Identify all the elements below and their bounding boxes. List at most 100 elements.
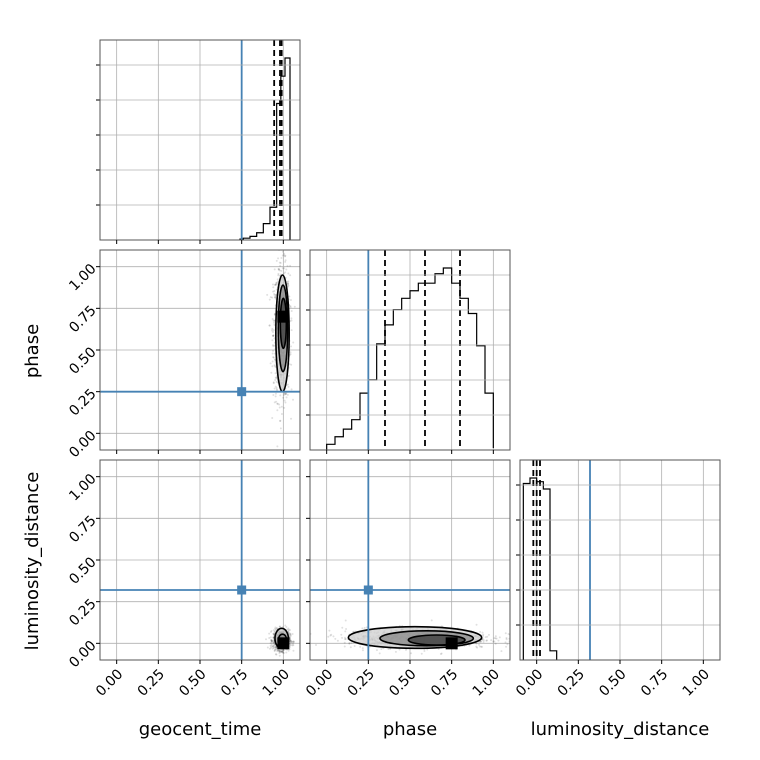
sample-point xyxy=(279,264,282,267)
x-axis-label-luminosity-distance: luminosity_distance xyxy=(531,719,710,740)
sample-point xyxy=(289,641,292,644)
sample-point xyxy=(285,651,288,654)
sample-point xyxy=(277,257,280,260)
sample-point xyxy=(266,293,269,296)
sample-point xyxy=(290,317,293,320)
sample-point xyxy=(272,632,275,635)
truth-marker xyxy=(237,387,247,397)
sample-point xyxy=(273,313,276,316)
sample-point xyxy=(272,636,275,639)
x-tick-label: 0.00 xyxy=(93,666,126,699)
sample-point xyxy=(514,638,516,640)
sample-point xyxy=(286,280,289,283)
sample-point xyxy=(285,268,288,271)
panel-content xyxy=(326,250,494,450)
sample-point xyxy=(286,285,289,288)
x-tick-label: 0.75 xyxy=(218,666,251,699)
sample-point xyxy=(278,650,281,653)
sample-point xyxy=(476,646,479,649)
sample-point xyxy=(332,635,335,638)
sample-point xyxy=(273,364,276,367)
sample-point xyxy=(280,413,283,416)
sample-point xyxy=(288,631,291,634)
sample-point xyxy=(288,634,291,637)
sample-point xyxy=(271,417,274,420)
sample-point xyxy=(273,631,276,634)
sample-point xyxy=(284,260,287,263)
sample-point xyxy=(274,283,277,286)
sample-point xyxy=(273,268,276,271)
sample-point xyxy=(287,284,290,287)
sample-point xyxy=(293,305,296,308)
sample-point xyxy=(500,650,503,653)
sample-point xyxy=(286,393,289,396)
sample-point xyxy=(479,630,482,633)
sample-point xyxy=(273,649,276,652)
sample-point xyxy=(274,378,277,381)
sample-point xyxy=(274,628,277,631)
sample-point xyxy=(278,654,281,657)
density-peak xyxy=(445,637,458,650)
sample-point xyxy=(282,649,285,652)
sample-point xyxy=(271,645,274,648)
y-tick-label: 0.00 xyxy=(66,428,99,461)
sample-point xyxy=(290,639,293,642)
sample-point xyxy=(289,264,292,267)
sample-point xyxy=(289,628,292,631)
sample-point xyxy=(269,362,272,365)
sample-point xyxy=(344,619,347,622)
panel-phase-vs-geocent_time: 0.00 0.25 0.50 0.75 1.00 xyxy=(66,249,301,461)
sample-point xyxy=(365,626,368,629)
sample-point xyxy=(275,400,278,403)
y-axis-label-phase: phase xyxy=(22,324,43,378)
sample-point xyxy=(271,344,274,347)
sample-point xyxy=(281,254,284,257)
sample-point xyxy=(291,642,294,645)
sample-point xyxy=(279,649,282,652)
sample-point xyxy=(277,272,280,275)
sample-point xyxy=(505,645,508,648)
sample-point xyxy=(277,274,280,277)
sample-point xyxy=(272,646,275,649)
truth-marker xyxy=(363,585,373,595)
sample-point xyxy=(498,636,501,639)
sample-point xyxy=(282,652,285,655)
sample-point xyxy=(487,633,490,636)
sample-point xyxy=(394,650,397,653)
histogram-phase xyxy=(326,267,494,450)
x-axis-label-geocent-time: geocent_time xyxy=(139,719,262,740)
sample-point xyxy=(275,653,278,656)
sample-point xyxy=(330,633,333,636)
sample-point xyxy=(274,283,277,286)
sample-point xyxy=(276,649,279,652)
sample-point xyxy=(270,640,273,643)
sample-point xyxy=(271,365,274,368)
sample-point xyxy=(289,304,292,307)
sample-point xyxy=(270,639,273,642)
sample-point xyxy=(284,259,287,262)
sample-point xyxy=(271,327,274,330)
sample-point xyxy=(276,278,279,281)
sample-point xyxy=(497,639,500,642)
sample-point xyxy=(289,639,292,642)
x-tick-label: 0.75 xyxy=(428,666,461,699)
x-tick-label: 0.25 xyxy=(345,666,378,699)
sample-point xyxy=(272,629,275,632)
sample-point xyxy=(289,633,292,636)
sample-point xyxy=(291,644,294,647)
sample-point xyxy=(288,645,291,648)
sample-point xyxy=(270,371,273,374)
sample-point xyxy=(293,641,296,644)
sample-point xyxy=(430,619,433,622)
sample-point xyxy=(282,649,285,652)
sample-point xyxy=(287,649,290,652)
sample-point xyxy=(284,392,287,395)
sample-point xyxy=(361,627,364,630)
sample-point xyxy=(271,352,274,355)
sample-point xyxy=(282,396,285,399)
sample-point xyxy=(272,645,275,648)
x-axis-label-phase: phase xyxy=(383,719,437,740)
sample-point xyxy=(274,648,277,651)
sample-point xyxy=(292,649,295,652)
sample-point xyxy=(280,256,283,259)
